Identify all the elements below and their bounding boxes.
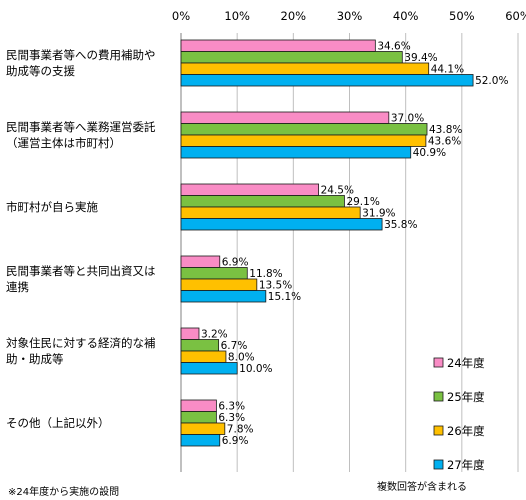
data-label: 11.8% [249,268,282,280]
legend-swatch [433,357,444,368]
bar [180,350,227,363]
data-label: 44.1% [431,64,464,76]
bar [180,39,376,52]
x-tick-label: 0% [172,9,190,23]
data-label: 6.3% [218,412,245,424]
x-tick-label: 30% [337,9,363,23]
category-label: 民間事業者等へ業務運営委託 [6,120,156,134]
bar [180,434,221,447]
category-label: 対象住民に対する経済的な補 [6,336,156,350]
category-label: 連携 [6,280,29,294]
x-axis-tick-labels: 0% 10% 20% 30% 40% 50% 60% [172,9,526,23]
data-label: 15.1% [268,291,301,303]
bar [180,278,258,291]
x-tick-label: 10% [224,9,250,23]
bar [180,327,200,340]
bar [180,267,248,280]
legend-label: 25年度 [447,390,485,404]
bar [180,51,403,64]
legend-swatch [433,459,444,470]
bar [180,62,430,75]
data-label: 24.5% [321,185,354,197]
legend-label: 26年度 [447,424,485,438]
data-label: 39.4% [404,52,437,64]
bar [180,111,390,124]
category-label: 助・助成等 [6,352,64,366]
data-label: 43.8% [429,124,462,136]
bar [180,339,220,352]
data-label: 29.1% [346,196,379,208]
bar [180,206,361,219]
x-tick-label: 20% [281,9,307,23]
category-label: その他（上記以外） [6,416,110,430]
data-label: 43.6% [428,136,461,148]
bar [180,195,345,208]
category-label: （運営主体は市町村） [6,136,121,150]
x-tick-label: 60% [505,9,526,23]
legend-label: 24年度 [447,356,485,370]
data-label: 52.0% [475,75,508,87]
category-label: 助成等の支援 [6,64,75,78]
data-label: 35.8% [384,219,417,231]
data-label: 6.9% [222,435,249,447]
data-label: 6.7% [221,340,248,352]
bar [180,362,238,375]
data-label: 8.0% [228,352,255,364]
data-label: 37.0% [391,113,424,125]
data-labels: 34.6% 37.0% 24.5% 6.9% 3.2% 6.3% 39.4% 43.8% 29.… [201,41,508,448]
category-label: 市町村が自ら実施 [6,200,98,214]
legend-label: 27年度 [447,458,485,472]
data-label: 6.3% [218,401,245,413]
bar [180,422,226,435]
data-label: 34.6% [377,41,410,53]
bar [180,74,474,87]
data-label: 13.5% [259,280,292,292]
data-label: 3.2% [201,329,228,341]
category-label: 民間事業者等への費用補助や [6,48,156,62]
bar [180,123,428,136]
multiple-answers-note: 複数回答が含まれる [377,482,467,493]
bar [180,183,320,196]
bar [180,290,267,303]
data-label: 6.9% [222,257,249,269]
data-label: 7.8% [227,424,254,436]
category-label: 民間事業者等と共同出資又は [6,264,156,278]
bar [180,218,383,231]
x-tick-label: 40% [393,9,419,23]
data-label: 31.9% [362,208,395,220]
bar [180,134,427,147]
bar [180,255,221,268]
bar [180,411,217,424]
survey-note: ※24年度から実施の設問 [8,487,120,498]
legend-swatch [433,391,444,402]
bar [180,146,412,159]
x-tick-label: 50% [449,9,475,23]
bar [180,399,217,412]
legend-swatch [433,425,444,436]
gridlines [180,33,519,472]
data-label: 10.0% [239,363,272,375]
data-label: 40.9% [413,147,446,159]
bar-marks [180,39,474,447]
legend: 24年度 25年度 26年度 27年度 [433,356,485,472]
